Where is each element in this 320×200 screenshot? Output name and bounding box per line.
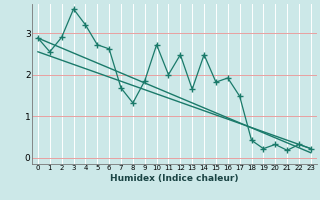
X-axis label: Humidex (Indice chaleur): Humidex (Indice chaleur) — [110, 174, 239, 183]
